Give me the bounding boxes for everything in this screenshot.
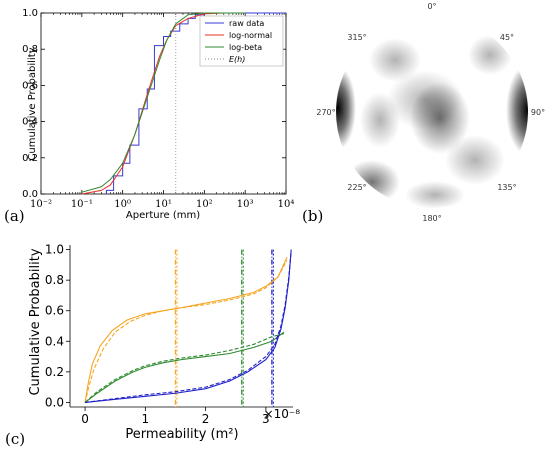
y-tick-label-c: 0.0 [45, 395, 64, 409]
angle-label: 135° [497, 183, 516, 192]
polar-density-disc [336, 16, 528, 208]
series-line-c-0 [84, 256, 288, 403]
panel-c-cdf-permeability: 0 1 2 3 0.0 0.2 0.4 0.6 0.8 1.0 ×10⁻⁸ Permeabilit… [5, 243, 300, 448]
legend-label-a: log-beta [229, 43, 262, 52]
y-tick-label-a: 0.8 [22, 44, 38, 55]
y-tick-label-c: 0.2 [45, 365, 64, 379]
x-tick-label-a: 10³ [237, 199, 254, 210]
legend-label-a: raw data [229, 19, 264, 28]
series-line-a-1 [81, 12, 246, 195]
y-tick-label-a: 0.4 [22, 117, 38, 128]
x-tick-label-a: 10⁴ [278, 199, 295, 210]
y-tick-label-a: 1.0 [22, 8, 38, 19]
axis-ticks-a: 10⁻² 10⁻¹ 10⁰ 10¹ 10² 10³ 10⁴ 0.0 0.2 0.4 0.6 0.8 1.… [22, 8, 294, 210]
y-axis-label-c: Cumulative Probability [28, 248, 43, 395]
x-tick-label-a: 10¹ [155, 199, 172, 210]
angle-label: 0° [427, 2, 436, 11]
x-multiplier-c: ×10⁻⁸ [264, 407, 301, 421]
series-line-c-1 [84, 260, 288, 403]
angle-label: 315° [347, 33, 366, 42]
y-tick-label-c: 0.4 [45, 334, 64, 348]
angle-label: 45° [500, 33, 514, 42]
legend-label-a: E(h) [229, 55, 245, 64]
y-tick-label-c: 0.6 [45, 304, 64, 318]
y-tick-label-a: 0.6 [22, 80, 38, 91]
legend-a: raw data log-normal log-beta E(h) [199, 15, 284, 67]
series-line-c-4 [85, 249, 292, 403]
series-group-c [84, 249, 292, 407]
x-tick-label-a: 10⁰ [114, 199, 131, 210]
legend-label-a: log-normal [229, 31, 272, 40]
x-tick-label-c: 1 [142, 412, 150, 426]
y-tick-label-c: 0.8 [45, 273, 64, 287]
y-tick-label-c: 1.0 [45, 243, 64, 257]
panel-b-polar-density: 0° 45° 90° 135° 180° 225° 270° 315° (b) [302, 2, 545, 225]
panel-label-b: (b) [302, 207, 323, 225]
x-tick-label-a: 10⁻¹ [71, 199, 93, 210]
x-tick-label-c: 3 [262, 412, 270, 426]
x-axis-label-a: Aperture (mm) [126, 210, 200, 221]
angle-label: 270° [316, 108, 335, 117]
series-line-a-2 [81, 12, 246, 193]
y-tick-label-a: 0.0 [22, 189, 38, 200]
panel-label-c: (c) [5, 430, 25, 448]
x-tick-label-a: 10⁻² [30, 199, 52, 210]
angle-label: 225° [347, 183, 366, 192]
panel-label-a: (a) [4, 207, 25, 225]
x-tick-label-a: 10² [196, 199, 213, 210]
y-tick-label-a: 0.2 [22, 153, 38, 164]
panel-a-cdf-aperture: 10⁻² 10⁻¹ 10⁰ 10¹ 10² 10³ 10⁴ 0.0 0.2 0.4 0.6 0.8 1.… [4, 8, 294, 225]
polar-angle-labels: 0° 45° 90° 135° 180° 225° 270° 315° [316, 2, 545, 223]
angle-label: 180° [422, 214, 441, 223]
series-line-c-5 [84, 251, 292, 403]
series-group-a [81, 12, 286, 195]
x-tick-label-c: 0 [81, 412, 89, 426]
series-line-c-3 [84, 333, 285, 403]
x-tick-label-c: 2 [202, 412, 210, 426]
axis-ticks-c: 0 1 2 3 0.0 0.2 0.4 0.6 0.8 1.0 [45, 243, 270, 426]
x-axis-label-c: Permeability (m²) [125, 427, 238, 442]
series-line-c-2 [84, 331, 285, 403]
angle-label: 90° [531, 108, 545, 117]
y-axis-label-a: Cumulative Probability [27, 47, 38, 160]
